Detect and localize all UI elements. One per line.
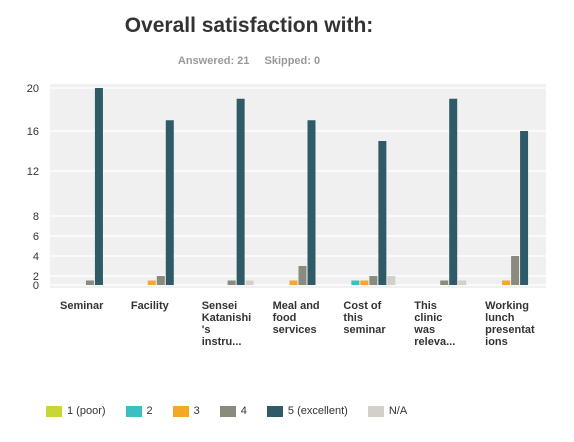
chart-legend: 1 (poor) 2 3 4 5 (excellent) N/A <box>46 405 427 417</box>
bar-5-excellent <box>449 98 458 285</box>
legend-label: 4 <box>240 405 247 417</box>
legend-label: 5 (excellent) <box>287 405 348 417</box>
x-tick-label: This <box>414 300 437 312</box>
x-tick-label: clinic <box>414 312 442 324</box>
x-tick-label: Working <box>485 300 529 312</box>
response-summary: Answered: 21 Skipped: 0 <box>0 55 498 67</box>
bar-3 <box>147 280 156 285</box>
legend-label: N/A <box>388 405 408 417</box>
bar-5-excellent <box>236 98 245 285</box>
x-tick-label: Seminar <box>60 300 104 312</box>
legend-label: 3 <box>193 405 200 417</box>
y-tick-label: 12 <box>27 166 39 178</box>
y-tick-label: 2 <box>33 271 39 283</box>
x-tick-label: seminar <box>343 324 386 336</box>
x-tick-label: this <box>343 312 363 324</box>
bar-3 <box>289 280 298 285</box>
bar-4 <box>85 280 94 285</box>
x-tick-label: Sensei <box>202 300 237 312</box>
bar-4 <box>369 276 378 285</box>
bar-n-a <box>245 280 254 285</box>
bar-4 <box>227 280 236 285</box>
y-tick-label: 16 <box>27 126 39 138</box>
legend-item: 2 <box>125 405 153 417</box>
bar-n-a <box>458 280 467 285</box>
bar-3 <box>502 280 511 285</box>
skipped-count: Skipped: 0 <box>264 55 321 67</box>
plot-area <box>50 84 546 288</box>
y-tick-label: 0 <box>33 280 39 292</box>
bar-n-a <box>387 276 396 285</box>
bar-4 <box>440 280 449 285</box>
x-tick-label: services <box>273 324 317 336</box>
bar-5-excellent <box>378 141 387 285</box>
x-tick-label: releva... <box>414 336 455 348</box>
legend-item: 3 <box>172 405 200 417</box>
bar-4 <box>511 256 520 285</box>
x-tick-label: Facility <box>131 300 170 312</box>
y-tick-label: 20 <box>27 83 39 95</box>
x-tick-label: Cost of <box>343 300 381 312</box>
x-tick-label: 's <box>202 324 211 336</box>
legend-label: 2 <box>146 405 153 417</box>
x-tick-label: Katanishi <box>202 312 252 324</box>
bar-4 <box>298 266 307 285</box>
y-tick-label: 4 <box>33 251 39 263</box>
chart-title: Overall satisfaction with: <box>124 14 374 37</box>
legend-swatch <box>219 405 236 417</box>
x-tick-label: presentat <box>485 324 535 336</box>
x-tick-label: ions <box>485 336 508 348</box>
legend-item: 4 <box>219 405 247 417</box>
legend-swatch <box>266 405 283 417</box>
bar-3 <box>360 280 369 285</box>
legend-item: N/A <box>367 405 408 417</box>
bar-5-excellent <box>165 120 174 285</box>
legend-swatch <box>125 405 142 417</box>
answered-count: Answered: 21 <box>177 55 250 67</box>
legend-item: 5 (excellent) <box>266 405 348 417</box>
x-tick-label: food <box>273 312 297 324</box>
legend-label: 1 (poor) <box>67 405 106 417</box>
bar-5-excellent <box>307 120 316 285</box>
bar-4 <box>156 276 165 285</box>
x-tick-label: lunch <box>485 312 515 324</box>
x-tick-label: was <box>413 324 435 336</box>
y-tick-label: 6 <box>33 231 39 243</box>
bar-2 <box>351 280 360 285</box>
x-tick-label: instru... <box>202 336 242 348</box>
y-tick-label: 8 <box>33 211 39 223</box>
legend-item: 1 (poor) <box>46 405 106 417</box>
x-tick-label: Meal and <box>273 300 320 312</box>
bar-5-excellent <box>94 88 103 285</box>
legend-swatch <box>46 405 62 417</box>
legend-swatch <box>172 405 189 417</box>
bar-5-excellent <box>520 131 529 285</box>
legend-swatch <box>367 405 384 417</box>
